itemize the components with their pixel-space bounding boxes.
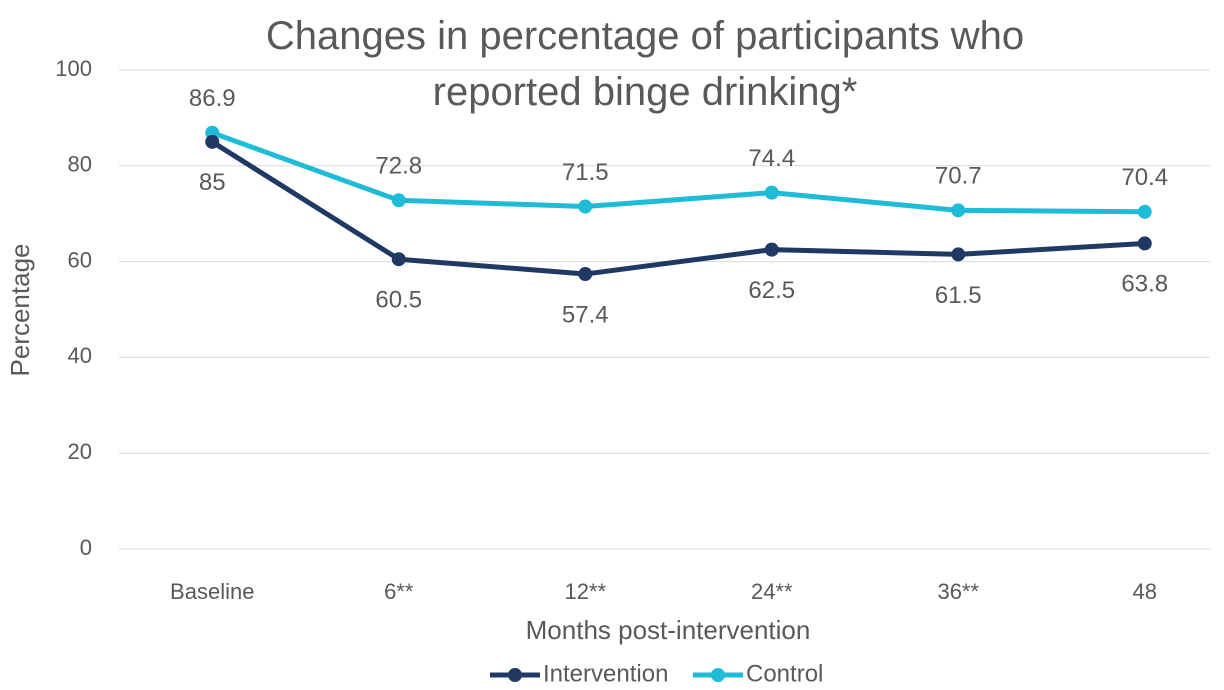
data-label: 62.5: [748, 277, 795, 304]
y-tick-label: 100: [55, 56, 92, 81]
y-tick-label: 80: [68, 152, 92, 177]
data-label: 71.5: [562, 159, 609, 186]
marker: [578, 199, 593, 214]
series-line: [211, 130, 1145, 215]
y-axis-label: Percentage: [5, 244, 35, 377]
y-tick-label: 20: [68, 439, 92, 464]
x-tick-label: 12**: [564, 579, 606, 604]
data-label: 70.7: [935, 163, 982, 190]
marker: [764, 242, 779, 257]
x-tick-label: Baseline: [170, 579, 254, 604]
legend-label: Control: [746, 660, 823, 687]
x-tick-label: 24**: [751, 579, 793, 604]
x-tick-label: 36**: [937, 579, 979, 604]
data-label: 74.4: [748, 145, 795, 172]
legend-marker: [508, 668, 522, 682]
x-tick-label: 48: [1133, 579, 1157, 604]
data-label: 86.9: [189, 85, 236, 112]
data-label: 85: [199, 169, 226, 196]
marker: [391, 193, 406, 208]
data-label: 57.4: [562, 301, 609, 328]
legend-label: Intervention: [543, 660, 668, 687]
data-label: 72.8: [375, 153, 422, 180]
chart-title: Changes in percentage of participants wh…: [265, 14, 1025, 114]
marker: [764, 185, 779, 200]
data-label: 61.5: [935, 282, 982, 309]
y-tick-label: 40: [68, 343, 92, 368]
marker: [951, 203, 966, 218]
marker: [578, 267, 593, 282]
data-label: 63.8: [1121, 271, 1168, 298]
y-tick-label: 0: [80, 535, 92, 560]
marker: [1137, 204, 1152, 219]
data-label: 60.5: [375, 287, 422, 314]
series-line: [210, 139, 1145, 277]
data-label: 70.4: [1121, 164, 1168, 191]
marker: [205, 134, 220, 149]
y-tick-label: 60: [68, 247, 92, 272]
marker: [1137, 236, 1152, 251]
marker: [951, 247, 966, 262]
legend-marker: [711, 668, 725, 682]
x-tick-label: 6**: [384, 579, 414, 604]
x-axis-label: Months post-intervention: [526, 615, 811, 645]
marker: [391, 252, 406, 267]
